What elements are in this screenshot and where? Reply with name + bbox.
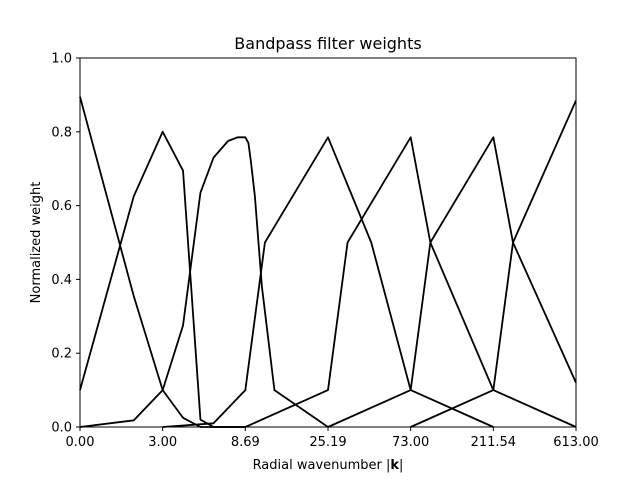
series-line-4 bbox=[162, 136, 494, 428]
chart-title: Bandpass filter weights bbox=[234, 34, 421, 53]
y-tick-label: 1.0 bbox=[51, 52, 72, 67]
x-axis: 0.00 3.00 8.69 25.19 73.00 211.54 613.00 bbox=[66, 427, 599, 450]
series-line-6 bbox=[327, 136, 577, 428]
x-axis-title: Radial wavenumber |k| bbox=[253, 458, 404, 473]
series-layer bbox=[79, 96, 577, 428]
plot-area bbox=[79, 57, 577, 428]
series-line-3 bbox=[79, 136, 329, 428]
y-tick-label: 0.4 bbox=[51, 273, 72, 288]
x-axis-title-symbol: k bbox=[390, 458, 399, 473]
x-tick-label: 8.69 bbox=[231, 435, 260, 450]
x-tick-label: 613.00 bbox=[553, 435, 599, 450]
x-axis-title-prefix: Radial wavenumber | bbox=[253, 458, 391, 473]
x-axis-title-suffix: | bbox=[399, 458, 403, 473]
y-tick-label: 0.8 bbox=[51, 125, 72, 140]
x-tick-label: 0.00 bbox=[66, 435, 95, 450]
series-line-7 bbox=[410, 100, 577, 428]
y-tick-label: 0.0 bbox=[51, 421, 72, 436]
x-tick-label: 3.00 bbox=[148, 435, 177, 450]
x-tick-label: 211.54 bbox=[471, 435, 517, 450]
x-tick-label: 73.00 bbox=[392, 435, 429, 450]
x-tick-label: 25.19 bbox=[309, 435, 346, 450]
y-tick-label: 0.2 bbox=[51, 347, 72, 362]
y-axis-title: Normalized weight bbox=[29, 182, 44, 304]
y-axis: 0.0 0.2 0.4 0.6 0.8 1.0 bbox=[51, 52, 80, 436]
y-tick-label: 0.6 bbox=[51, 199, 72, 214]
